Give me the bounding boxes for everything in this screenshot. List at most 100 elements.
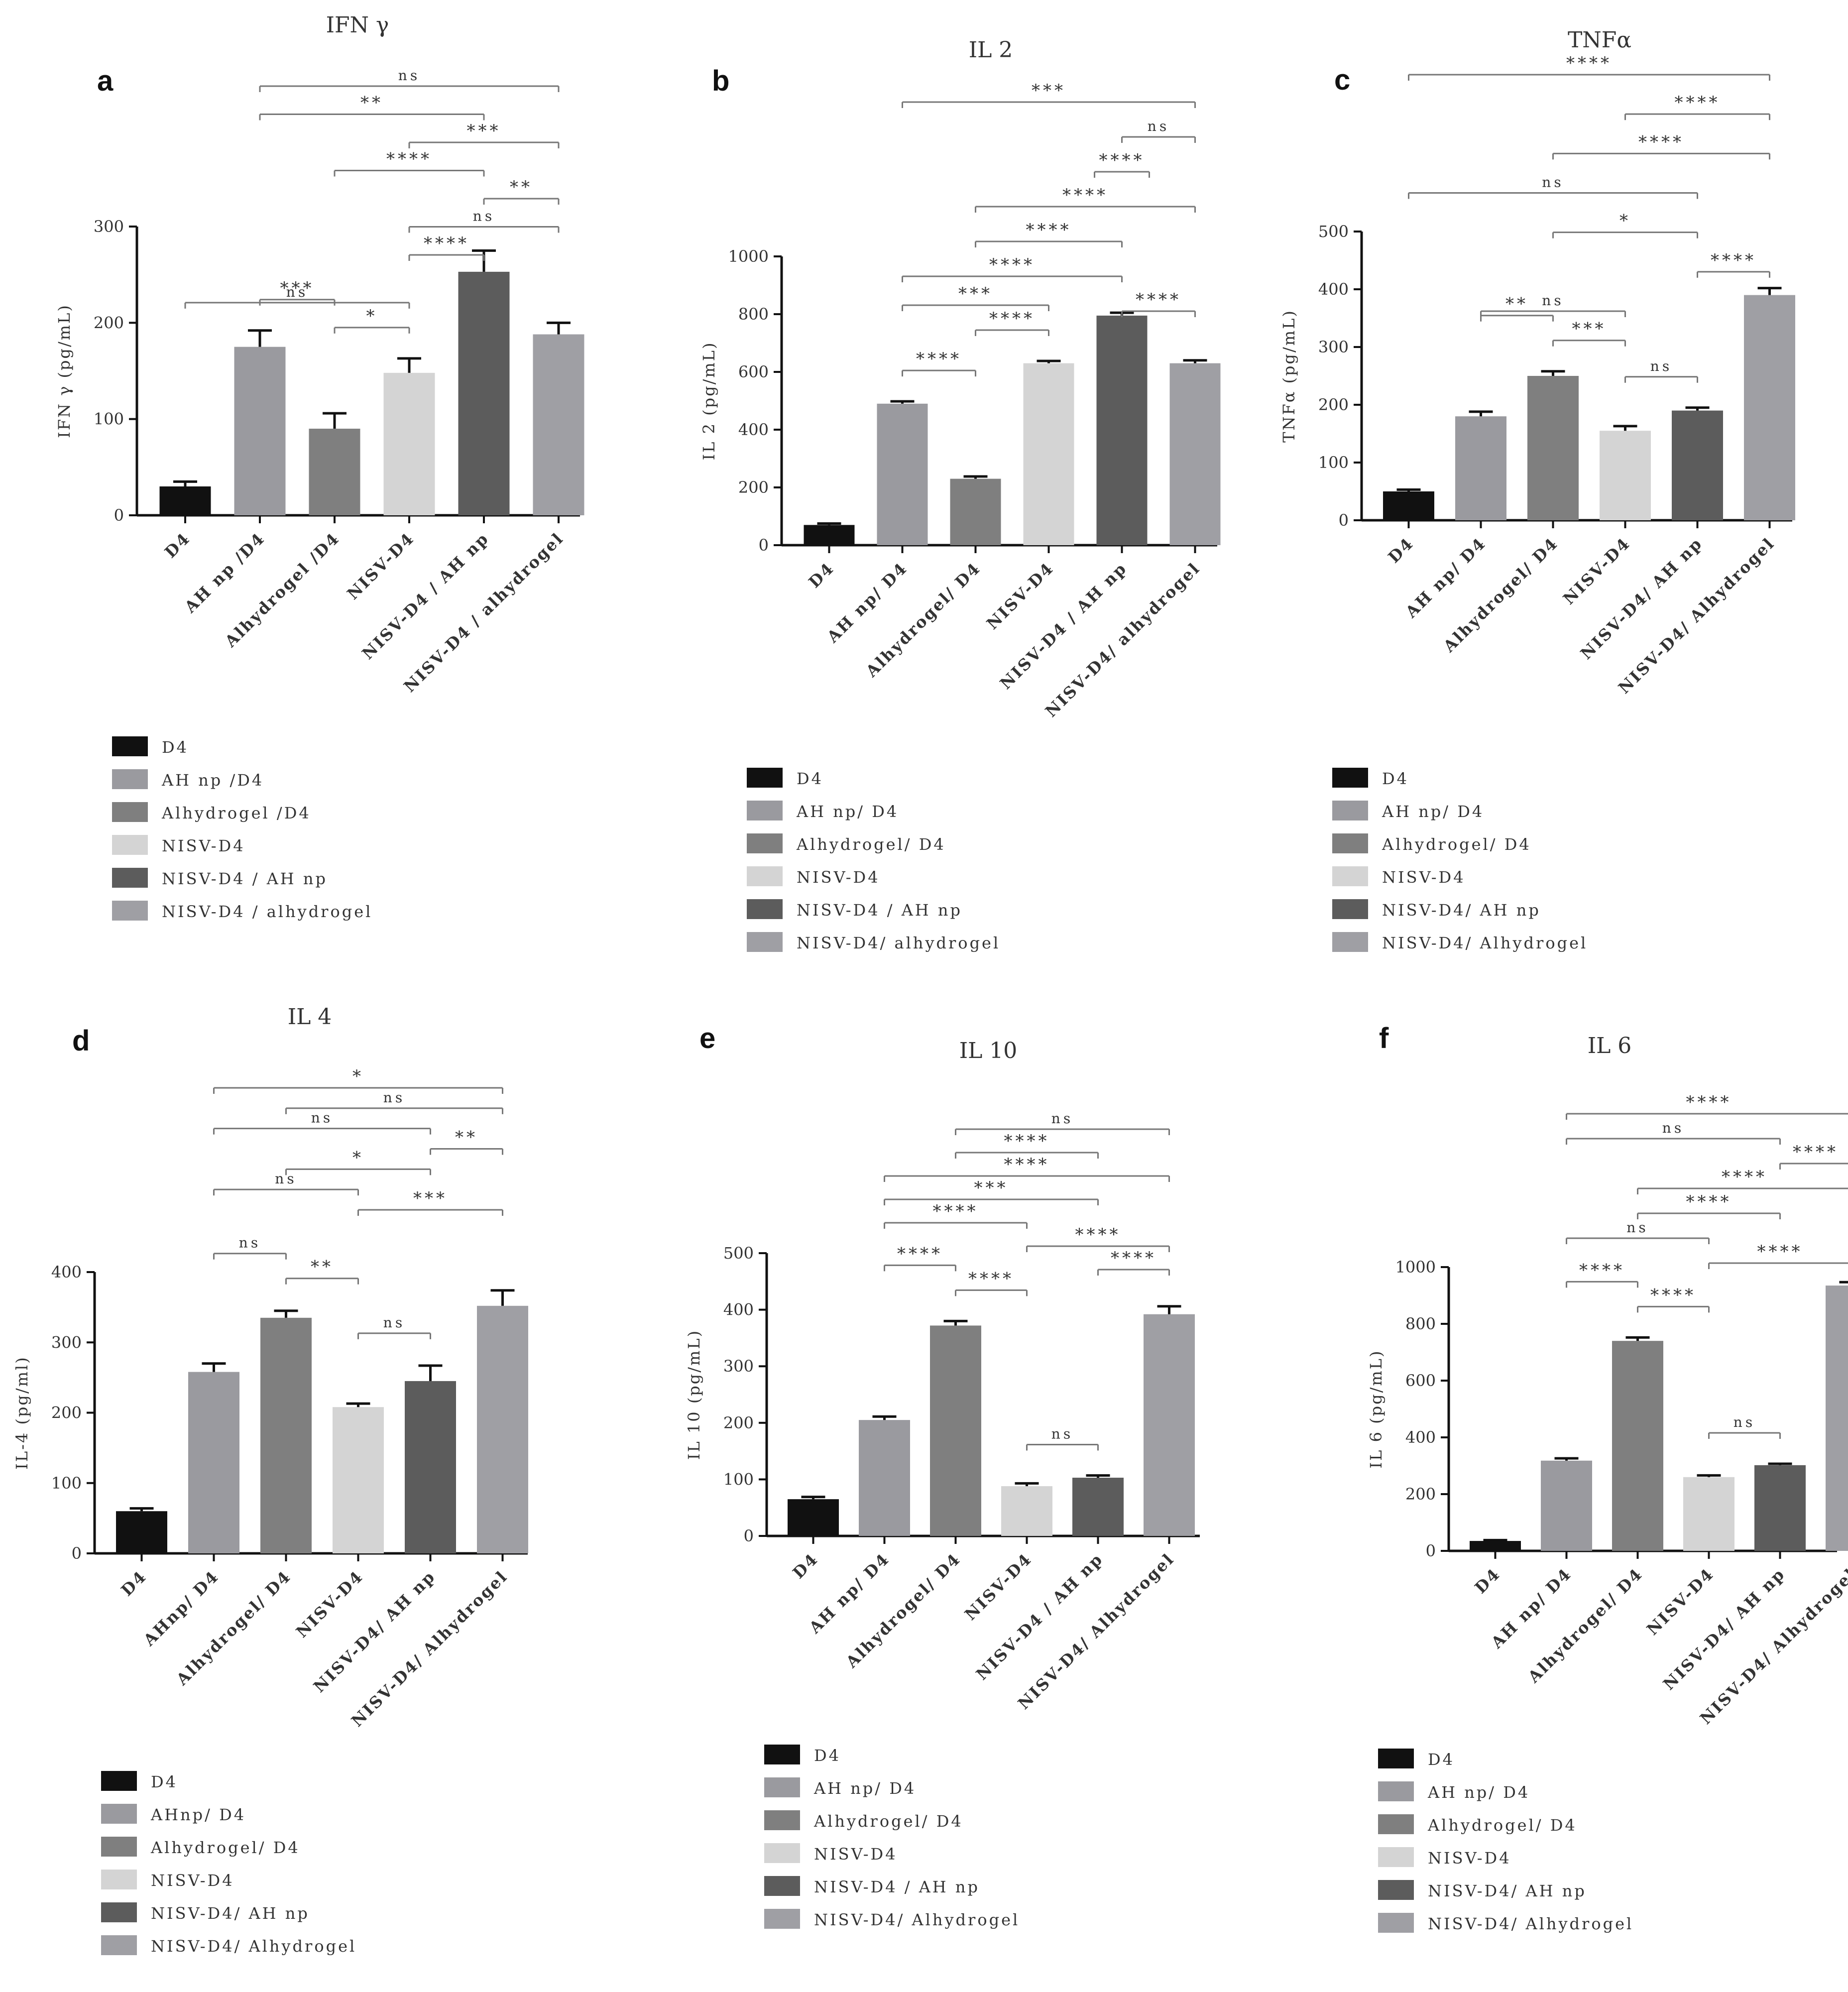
significance-bracket: **** bbox=[1094, 150, 1150, 178]
legend-swatch bbox=[112, 736, 148, 756]
significance-label: ** bbox=[455, 1128, 478, 1148]
y-axis-label: IL 10 (pg/mL) bbox=[685, 1329, 703, 1460]
significance-label: **** bbox=[424, 234, 469, 253]
significance-bracket: ns bbox=[184, 284, 410, 309]
significance-bracket: ** bbox=[285, 1257, 359, 1285]
chart-title: IL 2 bbox=[969, 37, 1013, 63]
y-tick-label: 1000 bbox=[728, 247, 769, 266]
bar-nisv-d4-ah-np bbox=[1754, 1465, 1806, 1551]
y-tick-label: 0 bbox=[1339, 511, 1349, 530]
legend-label: NISV-D4 bbox=[151, 1871, 234, 1890]
y-tick-label: 400 bbox=[723, 1300, 754, 1319]
bar-nisv-d4-alhydrogel bbox=[1169, 363, 1221, 545]
significance-bracket: **** bbox=[1637, 1167, 1848, 1194]
significance-bracket: ns bbox=[1026, 1425, 1099, 1451]
significance-bracket: ns bbox=[408, 208, 560, 233]
significance-bracket: ns bbox=[357, 1314, 431, 1339]
legend-label: Alhydrogel/ D4 bbox=[813, 1812, 963, 1831]
legend-label: D4 bbox=[1382, 769, 1409, 788]
significance-label: **** bbox=[1579, 1260, 1625, 1280]
y-axis-label: IFN γ (pg/mL) bbox=[55, 304, 74, 438]
legend-item: NISV-D4/ AH np bbox=[1332, 899, 1541, 920]
legend-swatch bbox=[112, 901, 148, 921]
significance-bracket: * bbox=[285, 1148, 431, 1175]
bar-alhydrogel-d4 bbox=[1612, 1341, 1663, 1551]
y-tick-label: 400 bbox=[738, 420, 769, 439]
significance-label: **** bbox=[1675, 93, 1721, 113]
y-tick-label: 600 bbox=[738, 362, 769, 381]
legend-label: AH np/ D4 bbox=[1427, 1783, 1530, 1802]
significance-label: ns bbox=[1542, 292, 1564, 309]
significance-label: ns bbox=[473, 208, 495, 225]
legend-item: AH np/ D4 bbox=[764, 1777, 914, 1798]
y-axis-label: TNFα (pg/mL) bbox=[1279, 309, 1298, 443]
significance-label: ns bbox=[275, 1171, 297, 1187]
legend-item: NISV-D4 bbox=[112, 835, 243, 855]
y-tick-label: 400 bbox=[51, 1263, 82, 1282]
significance-label: *** bbox=[413, 1188, 448, 1208]
legend-swatch bbox=[764, 1843, 800, 1863]
legend-label: AHnp/ D4 bbox=[150, 1805, 246, 1824]
significance-bracket: **** bbox=[975, 309, 1049, 336]
legend-swatch bbox=[112, 835, 148, 855]
bar-alhydrogel-d4 bbox=[1527, 376, 1579, 520]
legend-swatch bbox=[747, 899, 783, 919]
bar-ahnp-d4 bbox=[188, 1372, 239, 1553]
significance-label: **** bbox=[1062, 185, 1108, 205]
bar-nisv-d4 bbox=[333, 1407, 384, 1553]
significance-label: **** bbox=[1638, 132, 1684, 152]
legend-item: D4 bbox=[1332, 768, 1409, 788]
significance-label: **** bbox=[1136, 290, 1181, 310]
y-tick-label: 100 bbox=[51, 1474, 82, 1493]
significance-label: ns bbox=[383, 1314, 405, 1331]
legend-label: AH np/ D4 bbox=[1382, 802, 1484, 821]
legend-swatch bbox=[1332, 801, 1368, 820]
legend-swatch bbox=[101, 1837, 137, 1857]
significance-bracket: ns bbox=[1708, 1414, 1781, 1439]
significance-label: ** bbox=[510, 177, 533, 197]
y-tick-label: 200 bbox=[1318, 395, 1349, 414]
legend-label: NISV-D4 / AH np bbox=[797, 901, 962, 920]
significance-label: **** bbox=[897, 1244, 943, 1264]
significance-bracket: **** bbox=[1637, 1285, 1710, 1313]
legend-label: NISV-D4/ AH np bbox=[151, 1904, 310, 1923]
legend-swatch bbox=[112, 868, 148, 888]
y-axis-label: IL 2 (pg/mL) bbox=[699, 342, 718, 461]
chart-title: IL 4 bbox=[288, 1004, 332, 1030]
significance-label: ns bbox=[383, 1089, 405, 1106]
panel-letter: a bbox=[97, 65, 114, 97]
significance-label: **** bbox=[1099, 150, 1145, 170]
significance-bracket: **** bbox=[975, 220, 1123, 247]
significance-label: ns bbox=[1733, 1414, 1755, 1430]
legend-swatch bbox=[764, 1777, 800, 1797]
legend-swatch bbox=[764, 1909, 800, 1929]
bar-nisv-d4 bbox=[1001, 1486, 1052, 1536]
significance-bracket: ns bbox=[213, 1235, 287, 1260]
significance-bracket: *** bbox=[1552, 319, 1626, 347]
significance-bracket: **** bbox=[1708, 1242, 1848, 1269]
y-tick-label: 400 bbox=[1405, 1428, 1436, 1447]
significance-label: **** bbox=[968, 1269, 1014, 1289]
bar-nisv-d4 bbox=[1683, 1477, 1734, 1551]
chart-title: TNFα bbox=[1568, 27, 1631, 53]
legend-swatch bbox=[1332, 833, 1368, 853]
significance-bracket: **** bbox=[1408, 53, 1770, 81]
y-axis-label: IL 6 (pg/mL) bbox=[1367, 1350, 1386, 1469]
significance-bracket: * bbox=[1552, 211, 1698, 238]
legend-label: NISV-D4/ AH np bbox=[1382, 901, 1541, 920]
legend-swatch bbox=[1332, 932, 1368, 952]
significance-label: * bbox=[352, 1148, 364, 1168]
y-tick-label: 0 bbox=[114, 506, 124, 525]
legend-item: NISV-D4/ Alhydrogel bbox=[101, 1935, 354, 1956]
legend-item: NISV-D4 bbox=[101, 1870, 234, 1890]
significance-label: ns bbox=[286, 284, 308, 300]
bar-nisv-d4-ah-np bbox=[1096, 315, 1148, 545]
y-tick-label: 400 bbox=[1318, 280, 1349, 299]
significance-bracket: ns bbox=[213, 1171, 359, 1196]
legend-item: Alhydrogel/ D4 bbox=[747, 833, 944, 854]
legend-swatch bbox=[747, 866, 783, 886]
bar-ah-np-d4 bbox=[234, 347, 286, 515]
chart-title: IFN γ bbox=[326, 12, 389, 38]
